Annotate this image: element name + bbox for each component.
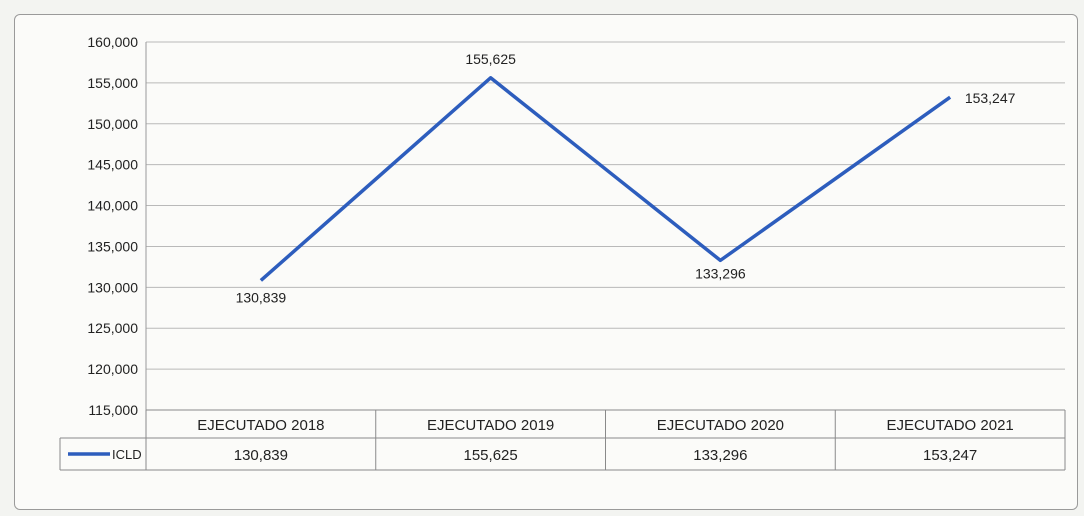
table-value-cell: 130,839 [234, 447, 288, 464]
table-value-cell: 153,247 [923, 447, 977, 464]
y-tick-label: 140,000 [87, 198, 138, 214]
x-category-label: EJECUTADO 2018 [197, 417, 324, 434]
y-axis-tick-labels: 115,000 120,000 125,000 130,000 135,000 140,0… [87, 34, 138, 418]
data-table: EJECUTADO 2018 EJECUTADO 2019 EJECUTADO 20… [59, 409, 1066, 471]
series-lines [259, 76, 952, 282]
data-label: 153,247 [965, 90, 1016, 106]
chart-frame: 115,000 120,000 125,000 130,000 135,000 140,0… [14, 14, 1078, 510]
legend-series-label: ICLD [112, 447, 142, 462]
y-tick-label: 130,000 [87, 279, 138, 295]
table-value-cell: 155,625 [464, 447, 518, 464]
data-label: 130,839 [236, 289, 287, 305]
data-label: 155,625 [465, 51, 516, 67]
table-value-cell: 133,296 [693, 447, 747, 464]
y-tick-label: 120,000 [87, 361, 138, 377]
y-tick-label: 155,000 [87, 75, 138, 91]
y-tick-label: 150,000 [87, 116, 138, 132]
series-line-icld [259, 76, 952, 282]
line-chart: 115,000 120,000 125,000 130,000 135,000 140,0… [59, 34, 1066, 471]
y-tick-label: 125,000 [87, 320, 138, 336]
y-tick-label: 145,000 [87, 157, 138, 173]
y-tick-label: 135,000 [87, 238, 138, 254]
x-category-label: EJECUTADO 2021 [886, 417, 1013, 434]
x-category-label: EJECUTADO 2020 [657, 417, 784, 434]
y-tick-label: 115,000 [88, 402, 138, 418]
data-labels: 130,839 155,625 133,296 153,247 [236, 51, 1016, 306]
y-tick-label: 160,000 [87, 34, 138, 50]
data-label: 133,296 [695, 265, 746, 281]
gridlines [145, 41, 1065, 411]
x-category-label: EJECUTADO 2019 [427, 417, 554, 434]
